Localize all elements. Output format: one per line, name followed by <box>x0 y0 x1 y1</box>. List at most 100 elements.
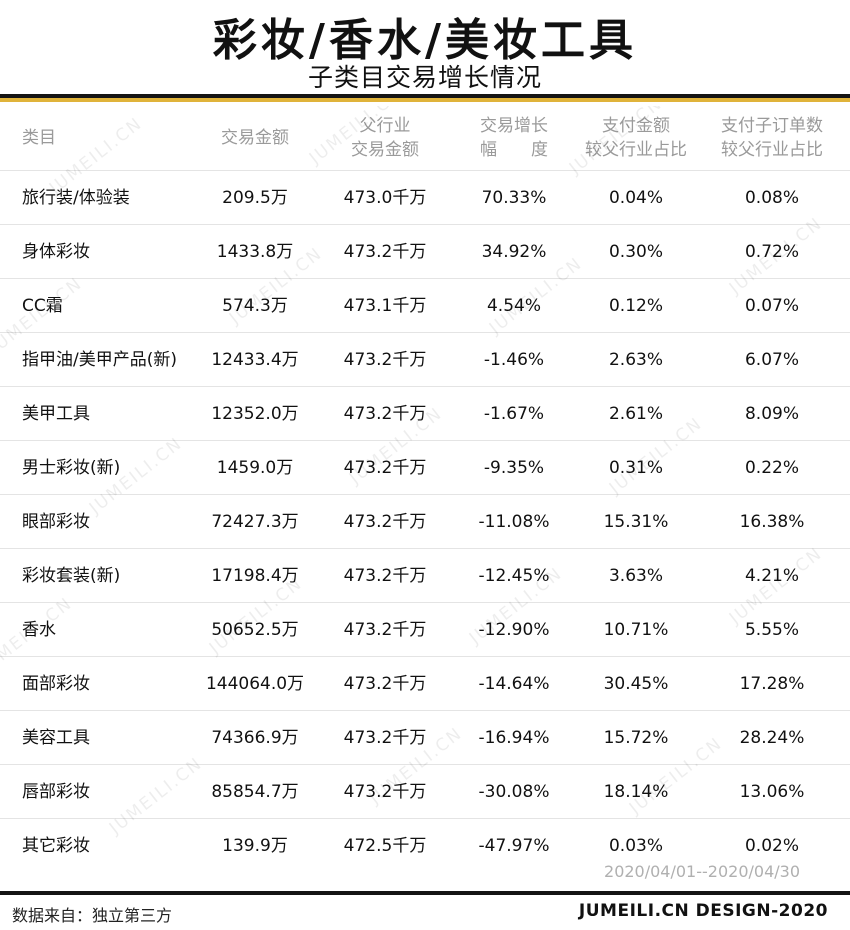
table-row: CC霜 574.3万 473.1千万 4.54% 0.12% 0.07% <box>0 278 850 333</box>
cell-parent-trade-amount: 473.2千万 <box>343 242 427 262</box>
cell-growth-rate: 70.33% <box>481 188 547 208</box>
header-growth-rate: 交易增长幅 度 <box>464 106 564 170</box>
table-row: 身体彩妆 1433.8万 473.2千万 34.92% 0.30% 0.72% <box>0 224 850 279</box>
header-line: 交易金额 <box>351 140 419 160</box>
cell-trade-amount: 12352.0万 <box>211 404 299 424</box>
data-source-note: 数据来自：独立第三方 <box>12 906 173 925</box>
cell-parent-trade-amount: 473.2千万 <box>343 404 427 424</box>
cell-category: 香水 <box>22 620 56 640</box>
table-row: 美容工具 74366.9万 473.2千万 -16.94% 15.72% 28.24% <box>0 710 850 765</box>
table-row: 面部彩妆 144064.0万 473.2千万 -14.64% 30.45% 17.28% <box>0 656 850 711</box>
cell-suborder-share: 5.55% <box>744 620 799 640</box>
table-row: 眼部彩妆 72427.3万 473.2千万 -11.08% 15.31% 16.38% <box>0 494 850 549</box>
cell-trade-amount: 1459.0万 <box>216 458 294 478</box>
cell-pay-amount-share: 0.31% <box>608 458 663 478</box>
table-row: 指甲油/美甲产品(新) 12433.4万 473.2千万 -1.46% 2.63% 6.0… <box>0 332 850 387</box>
date-range: 2020/04/01--2020/04/30 <box>604 862 800 881</box>
table-row: 男士彩妆(新) 1459.0万 473.2千万 -9.35% 0.31% 0.22% <box>0 440 850 495</box>
cell-parent-trade-amount: 473.2千万 <box>343 458 427 478</box>
cell-parent-trade-amount: 473.2千万 <box>343 674 427 694</box>
table-row: 美甲工具 12352.0万 473.2千万 -1.67% 2.61% 8.09% <box>0 386 850 441</box>
cell-growth-rate: -1.67% <box>483 404 545 424</box>
cell-category: 眼部彩妆 <box>22 512 90 532</box>
header-line: 幅 度 <box>480 140 548 160</box>
header-suborder-share: 支付子订单数 较父行业占比 <box>708 106 836 170</box>
cell-growth-rate: -1.46% <box>483 350 545 370</box>
cell-growth-rate: -11.08% <box>478 512 550 532</box>
header-line: 类目 <box>22 128 56 148</box>
cell-suborder-share: 28.24% <box>739 728 805 748</box>
cell-growth-rate: -14.64% <box>478 674 550 694</box>
cell-suborder-share: 17.28% <box>739 674 805 694</box>
cell-category: CC霜 <box>22 296 63 316</box>
cell-trade-amount: 74366.9万 <box>211 728 299 748</box>
cell-pay-amount-share: 0.12% <box>608 296 663 316</box>
header-parent-trade-amount: 父行业 交易金额 <box>322 106 448 170</box>
cell-trade-amount: 574.3万 <box>222 296 288 316</box>
cell-growth-rate: 4.54% <box>486 296 541 316</box>
cell-category: 男士彩妆(新) <box>22 458 121 478</box>
cell-trade-amount: 12433.4万 <box>211 350 299 370</box>
cell-parent-trade-amount: 473.2千万 <box>343 566 427 586</box>
cell-suborder-share: 0.22% <box>744 458 799 478</box>
cell-suborder-share: 8.09% <box>744 404 799 424</box>
cell-suborder-share: 0.72% <box>744 242 799 262</box>
cell-category: 旅行装/体验装 <box>22 188 130 208</box>
cell-trade-amount: 144064.0万 <box>205 674 305 694</box>
cell-parent-trade-amount: 473.0千万 <box>343 188 427 208</box>
header-trade-amount: 交易金额 <box>198 106 312 170</box>
cell-pay-amount-share: 10.71% <box>603 620 669 640</box>
cell-category: 面部彩妆 <box>22 674 90 694</box>
bottom-divider-black <box>0 891 850 895</box>
header-line: 交易金额 <box>221 128 289 148</box>
cell-parent-trade-amount: 473.2千万 <box>343 620 427 640</box>
header-line: 交易增长 <box>480 116 548 136</box>
cell-suborder-share: 16.38% <box>739 512 805 532</box>
header-pay-amount-share: 支付金额较父行业占比 <box>580 106 692 170</box>
cell-trade-amount: 50652.5万 <box>211 620 299 640</box>
cell-pay-amount-share: 2.61% <box>608 404 663 424</box>
table-row: 彩妆套装(新) 17198.4万 473.2千万 -12.45% 3.63% 4.21% <box>0 548 850 603</box>
cell-pay-amount-share: 2.63% <box>608 350 663 370</box>
cell-category: 其它彩妆 <box>22 836 90 856</box>
table-row: 香水 50652.5万 473.2千万 -12.90% 10.71% 5.55% <box>0 602 850 657</box>
header-line: 支付子订单数 <box>721 116 823 136</box>
cell-pay-amount-share: 0.30% <box>608 242 663 262</box>
cell-pay-amount-share: 15.72% <box>603 728 669 748</box>
cell-category: 美容工具 <box>22 728 90 748</box>
cell-category: 唇部彩妆 <box>22 782 90 802</box>
header-line: 支付金额 <box>602 116 670 136</box>
cell-parent-trade-amount: 473.2千万 <box>343 728 427 748</box>
cell-suborder-share: 0.07% <box>744 296 799 316</box>
table-row: 其它彩妆 139.9万 472.5千万 -47.97% 0.03% 0.02% <box>0 818 850 873</box>
cell-parent-trade-amount: 473.1千万 <box>343 296 427 316</box>
cell-category: 身体彩妆 <box>22 242 90 262</box>
header-line: 父行业 <box>359 116 411 136</box>
header-category: 类目 <box>22 106 202 170</box>
header-line: 较父行业占比 <box>721 140 823 160</box>
cell-trade-amount: 72427.3万 <box>211 512 299 532</box>
cell-parent-trade-amount: 473.2千万 <box>343 512 427 532</box>
cell-suborder-share: 6.07% <box>744 350 799 370</box>
cell-pay-amount-share: 0.04% <box>608 188 663 208</box>
cell-category: 美甲工具 <box>22 404 90 424</box>
table-row: 唇部彩妆 85854.7万 473.2千万 -30.08% 18.14% 13.06% <box>0 764 850 819</box>
cell-trade-amount: 85854.7万 <box>211 782 299 802</box>
cell-growth-rate: -30.08% <box>478 782 550 802</box>
page-subtitle: 子类目交易增长情况 <box>307 63 542 92</box>
cell-pay-amount-share: 15.31% <box>603 512 669 532</box>
cell-suborder-share: 13.06% <box>739 782 805 802</box>
cell-growth-rate: -47.97% <box>478 836 550 856</box>
cell-suborder-share: 0.08% <box>744 188 799 208</box>
cell-growth-rate: -12.45% <box>478 566 550 586</box>
top-divider-black <box>0 94 850 98</box>
cell-parent-trade-amount: 473.2千万 <box>343 350 427 370</box>
cell-growth-rate: -16.94% <box>478 728 550 748</box>
cell-category: 指甲油/美甲产品(新) <box>22 350 177 370</box>
top-divider-gold <box>0 98 850 102</box>
cell-pay-amount-share: 18.14% <box>603 782 669 802</box>
cell-growth-rate: -9.35% <box>483 458 545 478</box>
data-table: 类目 交易金额 父行业 交易金额 交易增长幅 度支付金额 较父行业占比 支付子订单数 较父行业… <box>0 106 850 890</box>
header-line: 较父行业占比 <box>585 140 687 160</box>
cell-pay-amount-share: 30.45% <box>603 674 669 694</box>
